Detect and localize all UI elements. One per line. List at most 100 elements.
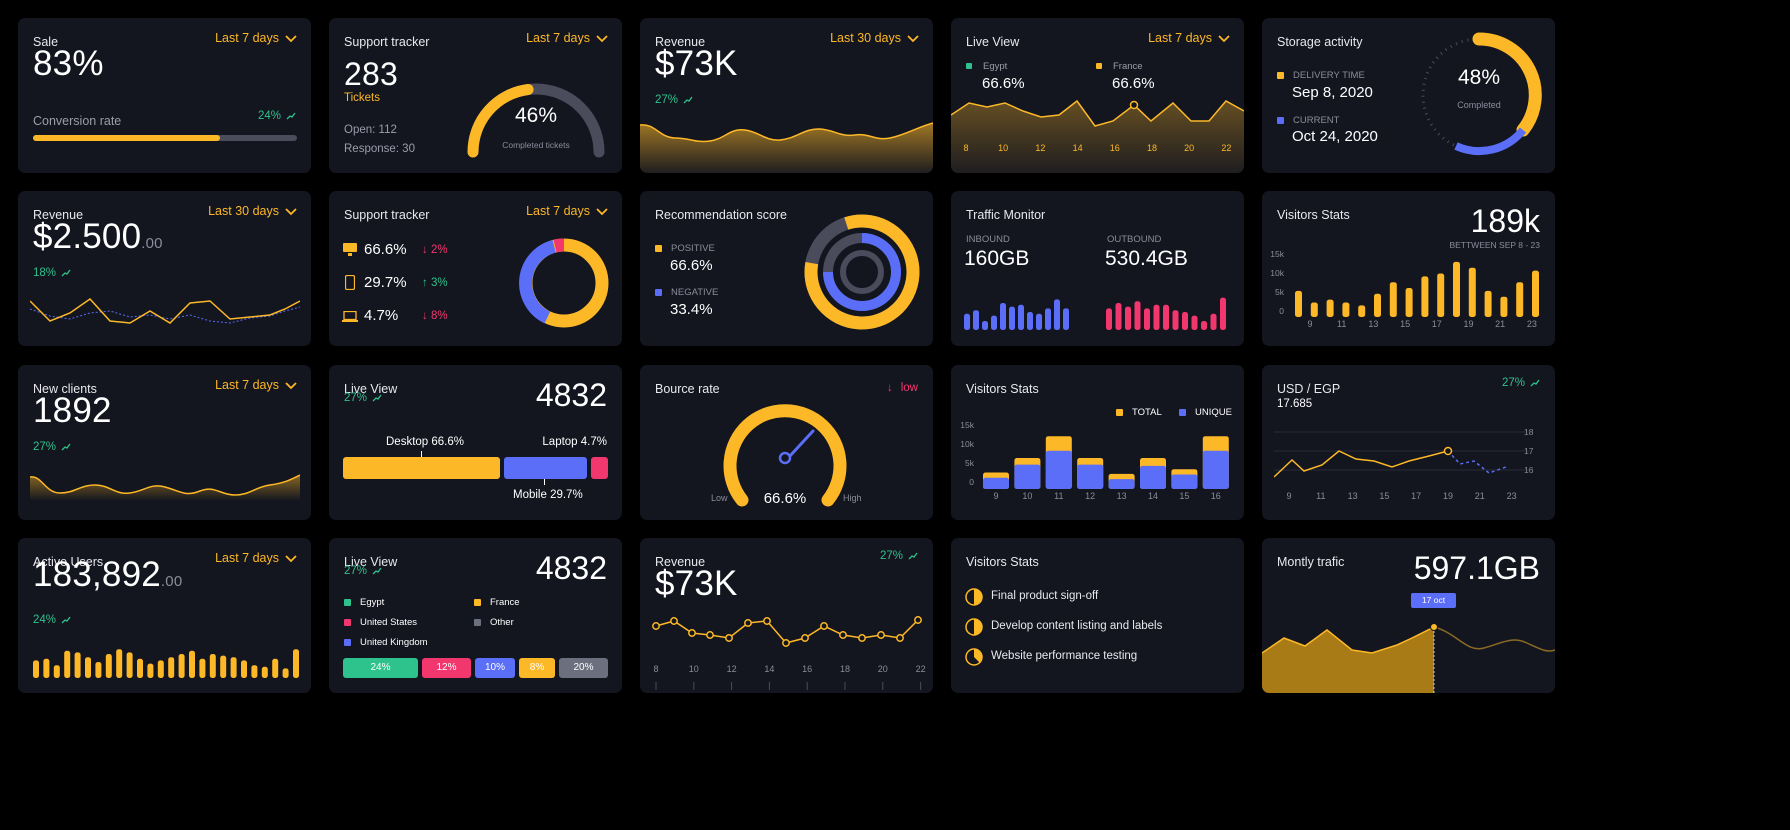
chevron-down-icon[interactable] bbox=[596, 208, 608, 216]
visitors-bar bbox=[1326, 299, 1334, 317]
pie-progress-icon bbox=[965, 618, 983, 636]
y-tick-label: 16 bbox=[1524, 465, 1534, 475]
date-tooltip: 17 oct bbox=[1411, 593, 1456, 608]
gauge-value: 46% bbox=[514, 104, 558, 127]
other-legend-dot bbox=[474, 618, 481, 626]
current-legend-dot bbox=[1277, 116, 1284, 124]
range-dropdown[interactable]: Last 7 days bbox=[1148, 31, 1212, 45]
active-users-bar bbox=[126, 652, 133, 678]
range-dropdown[interactable]: Last 30 days bbox=[208, 204, 279, 218]
rate-value: 17.685 bbox=[1277, 398, 1313, 410]
active-users-bar bbox=[272, 658, 279, 678]
card-title: Bource rate bbox=[655, 382, 720, 396]
active-users-bar bbox=[189, 650, 195, 678]
axis-ticks bbox=[655, 682, 922, 690]
outbound-bar bbox=[1191, 315, 1198, 330]
x-tick-label: 9 bbox=[993, 491, 999, 501]
x-tick-label: 12 bbox=[1085, 491, 1096, 501]
card-title: Montly trafic bbox=[1277, 555, 1345, 569]
current-label: CURRENT bbox=[1293, 115, 1340, 126]
other-pill: 20% bbox=[559, 658, 608, 678]
pie-progress-icon bbox=[965, 588, 983, 606]
inbound-bar bbox=[1045, 308, 1051, 330]
x-tick-label: 13 bbox=[1368, 319, 1379, 329]
x-tick-label: 14 bbox=[1072, 143, 1083, 153]
change-value: 27% bbox=[1501, 377, 1525, 389]
unique-bar bbox=[1202, 450, 1229, 489]
chevron-down-icon[interactable] bbox=[285, 382, 297, 390]
negative-legend-dot bbox=[655, 288, 662, 296]
bounce-value: 66.6% bbox=[763, 490, 807, 507]
chevron-down-icon[interactable] bbox=[285, 208, 297, 216]
visitors-sub: BETTWEEN SEP 8 - 23 bbox=[1449, 240, 1540, 250]
outbound-bar bbox=[1201, 321, 1207, 330]
x-tick-label: 18 bbox=[1146, 143, 1157, 153]
change-value: 8% bbox=[430, 310, 448, 322]
task-item[interactable]: Website performance testing bbox=[991, 650, 1138, 662]
traffic-bar-chart bbox=[964, 297, 1226, 330]
chevron-down-icon[interactable] bbox=[285, 555, 297, 563]
revenue-line-chart bbox=[652, 616, 922, 647]
outbound-bar bbox=[1144, 308, 1150, 330]
x-tick-label: 19 bbox=[1463, 319, 1474, 329]
y-tick-label: 18 bbox=[1524, 427, 1534, 437]
active-users-bar bbox=[33, 660, 39, 678]
live-value: 4832 bbox=[535, 550, 607, 586]
y-tick-label: 0 bbox=[1279, 306, 1284, 316]
revenue-card: Revenue Last 30 days $2.500.00 18% bbox=[18, 191, 311, 346]
card-title: Live View bbox=[344, 555, 398, 569]
change-value: 3% bbox=[430, 277, 448, 289]
card-title: USD / EGP bbox=[1277, 382, 1341, 396]
task-item[interactable]: Develop content listing and labels bbox=[991, 620, 1163, 632]
x-tick-label: 15 bbox=[1379, 491, 1390, 501]
chevron-down-icon[interactable] bbox=[285, 35, 297, 43]
conversion-progress-fill bbox=[33, 135, 221, 141]
range-dropdown[interactable]: Last 7 days bbox=[215, 551, 279, 565]
revenue-value: $2.500 bbox=[33, 217, 142, 256]
active-users-bar bbox=[85, 657, 91, 678]
chevron-down-icon[interactable] bbox=[596, 35, 608, 43]
change-value: 2% bbox=[430, 244, 448, 256]
card-title: Active Users bbox=[33, 555, 104, 569]
active-users-bar bbox=[168, 657, 175, 678]
x-tick-label: 9 bbox=[1307, 319, 1313, 329]
range-dropdown[interactable]: Last 7 days bbox=[526, 31, 590, 45]
revenue-card: Revenue Last 30 days $73K 27% bbox=[640, 18, 933, 173]
range-dropdown[interactable]: Last 30 days bbox=[830, 31, 901, 45]
inbound-bar bbox=[1036, 313, 1042, 330]
outbound-bar bbox=[1106, 308, 1112, 330]
chevron-down-icon[interactable] bbox=[1218, 35, 1230, 43]
range-dropdown[interactable]: Last 7 days bbox=[526, 204, 590, 218]
outbound-bar bbox=[1182, 312, 1188, 330]
bounce-gauge bbox=[723, 404, 847, 507]
delivery-label: DELIVERY TIME bbox=[1293, 70, 1365, 81]
task-item[interactable]: Final product sign-off bbox=[991, 590, 1099, 602]
total-legend-dot bbox=[1116, 408, 1123, 416]
unique-bar bbox=[983, 477, 1009, 489]
x-tick-label: 16 bbox=[1109, 143, 1120, 153]
change-value: 27% bbox=[655, 94, 679, 106]
change-value: 27% bbox=[879, 550, 903, 562]
revenue-value: $73K bbox=[655, 44, 738, 83]
y-tick-label: 0 bbox=[969, 477, 974, 487]
chevron-down-icon[interactable] bbox=[907, 35, 919, 43]
visitors-bar bbox=[1468, 267, 1476, 317]
visitors-bar bbox=[1342, 302, 1350, 317]
legend-label: United States bbox=[360, 617, 418, 628]
negative-label: NEGATIVE bbox=[671, 287, 719, 298]
trend-up-icon bbox=[61, 616, 71, 624]
range-dropdown[interactable]: Last 7 days bbox=[215, 378, 279, 392]
range-dropdown[interactable]: Last 7 days bbox=[215, 31, 279, 45]
x-tick-label: 10 bbox=[998, 143, 1009, 153]
united-kingdom-legend-dot bbox=[344, 638, 351, 646]
outbound-bar bbox=[1125, 306, 1131, 330]
revenue-line-chart bbox=[30, 298, 300, 324]
x-tick-label: 18 bbox=[839, 664, 850, 674]
low-label: Low bbox=[711, 493, 728, 503]
country-label: Egypt bbox=[983, 61, 1008, 72]
y-tick-label: 15k bbox=[1270, 249, 1284, 259]
x-tick-label: 9 bbox=[1286, 491, 1292, 501]
x-tick-label: 17 bbox=[1431, 319, 1442, 329]
delivery-date: Sep 8, 2020 bbox=[1292, 84, 1373, 101]
open-count: Open: 112 bbox=[344, 124, 397, 136]
